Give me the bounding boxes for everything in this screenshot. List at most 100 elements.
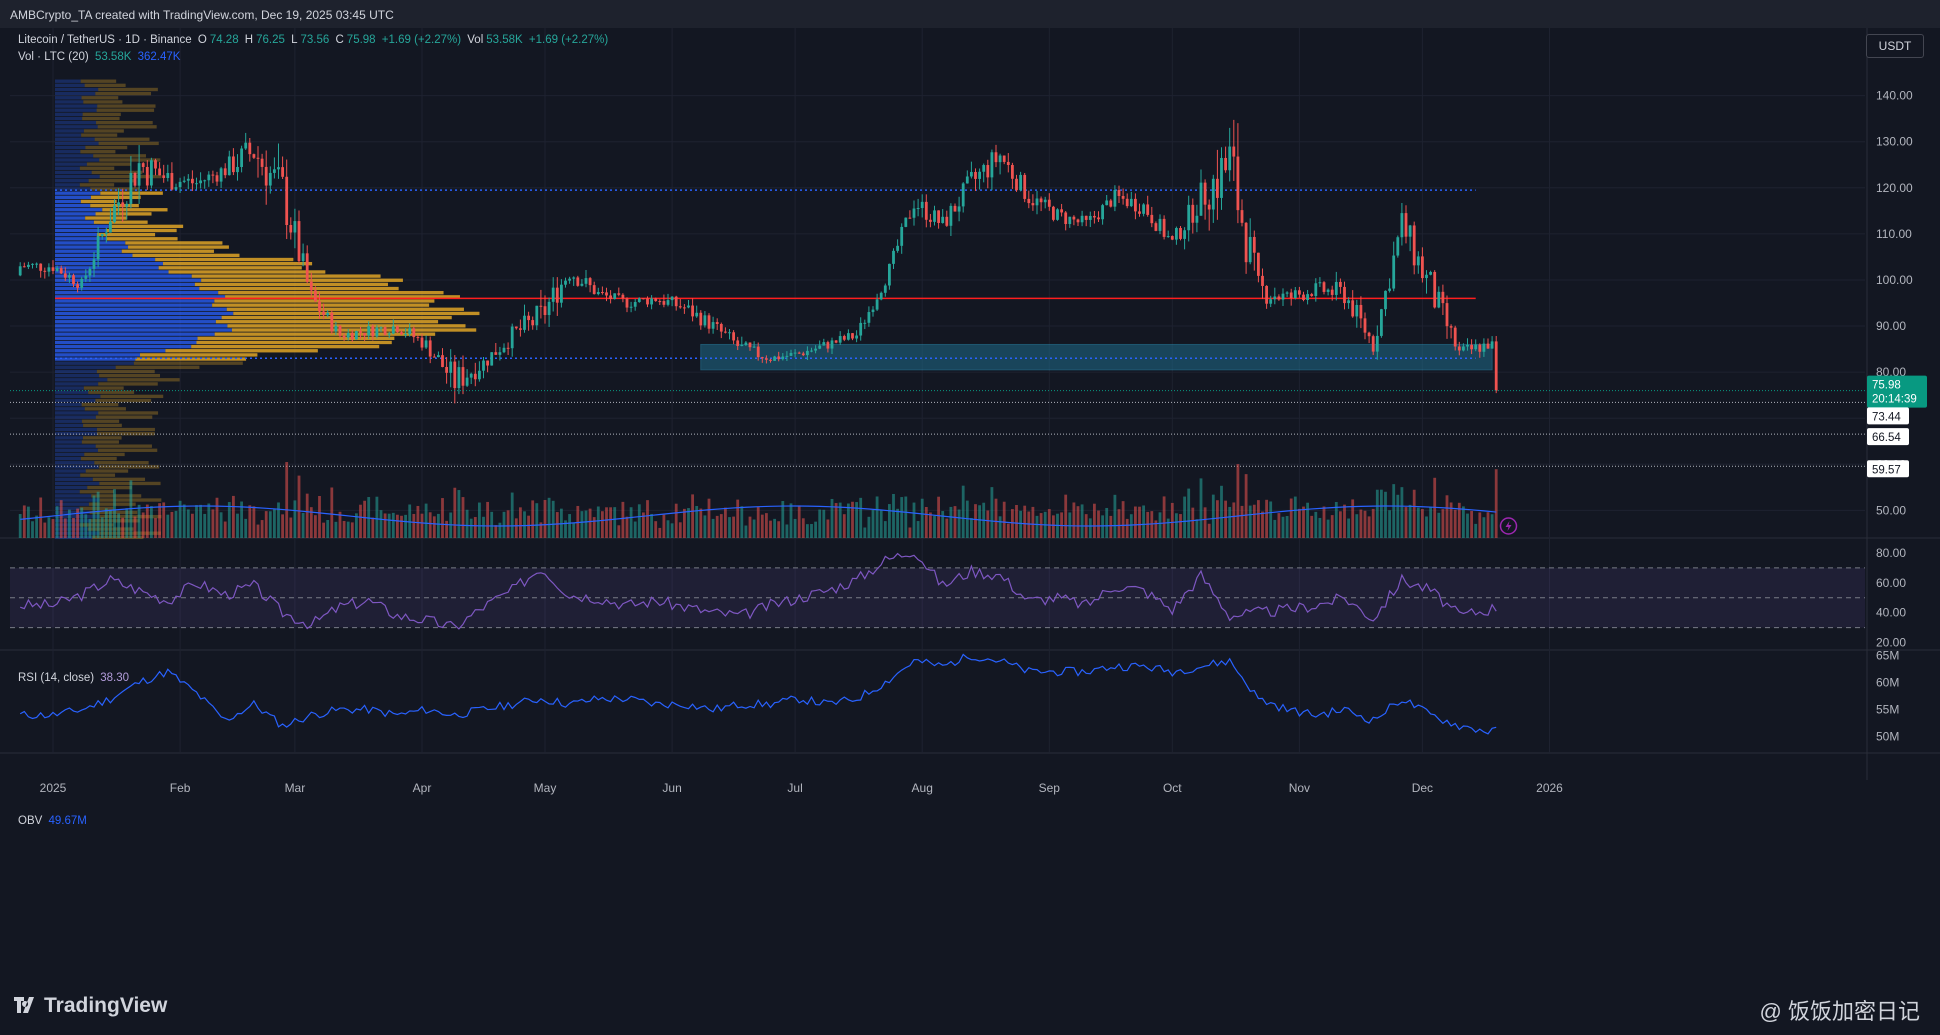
volume-bar bbox=[990, 487, 994, 538]
candle-body bbox=[1416, 256, 1420, 266]
volume-bar bbox=[1347, 518, 1350, 538]
symbol-label[interactable]: Litecoin / TetherUS · 1D · Binance bbox=[18, 34, 192, 46]
volume-profile-bar bbox=[99, 373, 161, 378]
volume-bar bbox=[949, 506, 953, 538]
time-axis-tick: Nov bbox=[1289, 781, 1310, 795]
candle-body bbox=[765, 358, 768, 360]
candle-body bbox=[551, 287, 555, 302]
volume-bar bbox=[888, 504, 891, 538]
volume-profile-bar bbox=[96, 120, 153, 125]
volume-bar bbox=[322, 522, 325, 538]
volume-bar bbox=[437, 513, 440, 538]
volume-bar bbox=[1453, 509, 1457, 538]
obv-axis-tick: 50M bbox=[1876, 730, 1899, 744]
volume-profile-bar bbox=[88, 390, 135, 394]
candle-body bbox=[637, 298, 641, 303]
volume-profile-bar bbox=[55, 249, 122, 253]
candle-body bbox=[834, 340, 838, 343]
candle-body bbox=[1035, 198, 1039, 206]
volume-bar bbox=[1035, 515, 1039, 538]
candle-body bbox=[871, 309, 875, 313]
candle-body bbox=[1109, 200, 1113, 207]
volume-bar bbox=[998, 516, 1002, 538]
volume-bar bbox=[637, 504, 641, 538]
volume-bar bbox=[777, 521, 781, 538]
volume-bar bbox=[707, 498, 711, 538]
volume-bar bbox=[408, 504, 412, 538]
volume-bar bbox=[1384, 491, 1387, 538]
volume-bar bbox=[1445, 495, 1449, 538]
candle-body bbox=[424, 340, 428, 348]
candle-body bbox=[806, 350, 809, 356]
volume-bar bbox=[182, 504, 186, 538]
volume-profile-bar bbox=[88, 502, 136, 506]
volume-bar bbox=[154, 518, 157, 538]
volume-profile-bar bbox=[55, 456, 81, 461]
volume-bar bbox=[1293, 496, 1297, 538]
volume-bar bbox=[359, 504, 362, 538]
candle-body bbox=[35, 263, 38, 265]
volume-profile-bar bbox=[55, 365, 116, 370]
volume-bar bbox=[1195, 519, 1199, 538]
candle-body bbox=[63, 273, 67, 278]
volume-profile-bar bbox=[55, 191, 101, 195]
candle-body bbox=[1359, 304, 1363, 319]
chart-canvas[interactable]: 50.0060.0070.0080.0090.00100.00110.00120… bbox=[0, 28, 1940, 978]
candle-body bbox=[88, 268, 92, 276]
volume-bar bbox=[1109, 515, 1113, 538]
volume-bar bbox=[1261, 511, 1264, 538]
candle-body bbox=[519, 328, 522, 330]
volume-profile-bar bbox=[85, 469, 129, 473]
candle-body bbox=[1466, 344, 1469, 347]
candle-body bbox=[1072, 216, 1076, 220]
volume-indicator-label[interactable]: Vol · LTC (20) bbox=[18, 51, 89, 63]
candle-body bbox=[1195, 215, 1199, 223]
candle-body bbox=[715, 322, 719, 324]
volume-bar bbox=[297, 475, 301, 538]
chart-frame[interactable]: 50.0060.0070.0080.0090.00100.00110.00120… bbox=[0, 28, 1940, 978]
volume-ma-value: 362.47K bbox=[137, 51, 181, 63]
currency-button[interactable]: USDT bbox=[1866, 34, 1924, 58]
candle-body bbox=[560, 284, 563, 303]
tradingview-logo[interactable]: TradingView bbox=[14, 994, 167, 1018]
candle-body bbox=[27, 264, 30, 267]
candle-body bbox=[1236, 156, 1240, 211]
volume-profile-bar bbox=[55, 278, 202, 282]
time-axis-tick: Apr bbox=[413, 781, 432, 795]
candle-body bbox=[896, 245, 899, 251]
candle-body bbox=[740, 344, 744, 346]
volume-bar bbox=[994, 498, 998, 538]
candle-body bbox=[797, 352, 801, 354]
candle-body bbox=[568, 278, 571, 281]
candle-body bbox=[293, 221, 297, 233]
candle-body bbox=[72, 275, 75, 285]
volume-profile-bar bbox=[55, 100, 84, 104]
volume-profile-bar bbox=[80, 473, 116, 477]
volume-profile-bar bbox=[97, 104, 156, 108]
time-axis-tick: Mar bbox=[285, 781, 306, 795]
volume-bar bbox=[186, 509, 190, 538]
volume-bar bbox=[227, 502, 231, 538]
volume-bar bbox=[309, 507, 313, 538]
volume-profile-bar bbox=[55, 261, 163, 266]
obv-label[interactable]: OBV bbox=[18, 815, 43, 827]
candle-body bbox=[314, 290, 317, 302]
volume-profile-bar bbox=[55, 340, 197, 345]
candle-body bbox=[953, 205, 957, 212]
rsi-label[interactable]: RSI (14, close) bbox=[18, 672, 95, 684]
volume-profile-bar bbox=[107, 378, 180, 382]
volume-profile-bar bbox=[55, 402, 82, 407]
candle-body bbox=[789, 352, 793, 356]
candle-body bbox=[1494, 341, 1498, 391]
volume-bar bbox=[699, 508, 703, 538]
volume-profile-bar bbox=[55, 432, 97, 436]
volume-profile-bar bbox=[55, 112, 83, 117]
volume-bar bbox=[871, 509, 875, 538]
volume-bar bbox=[1412, 489, 1416, 538]
volume-profile-bar bbox=[215, 320, 439, 324]
volume-bar bbox=[863, 527, 867, 538]
candle-body bbox=[355, 331, 358, 340]
volume-bar bbox=[1134, 506, 1137, 538]
candle-body bbox=[1105, 200, 1109, 206]
candle-body bbox=[1482, 343, 1486, 352]
